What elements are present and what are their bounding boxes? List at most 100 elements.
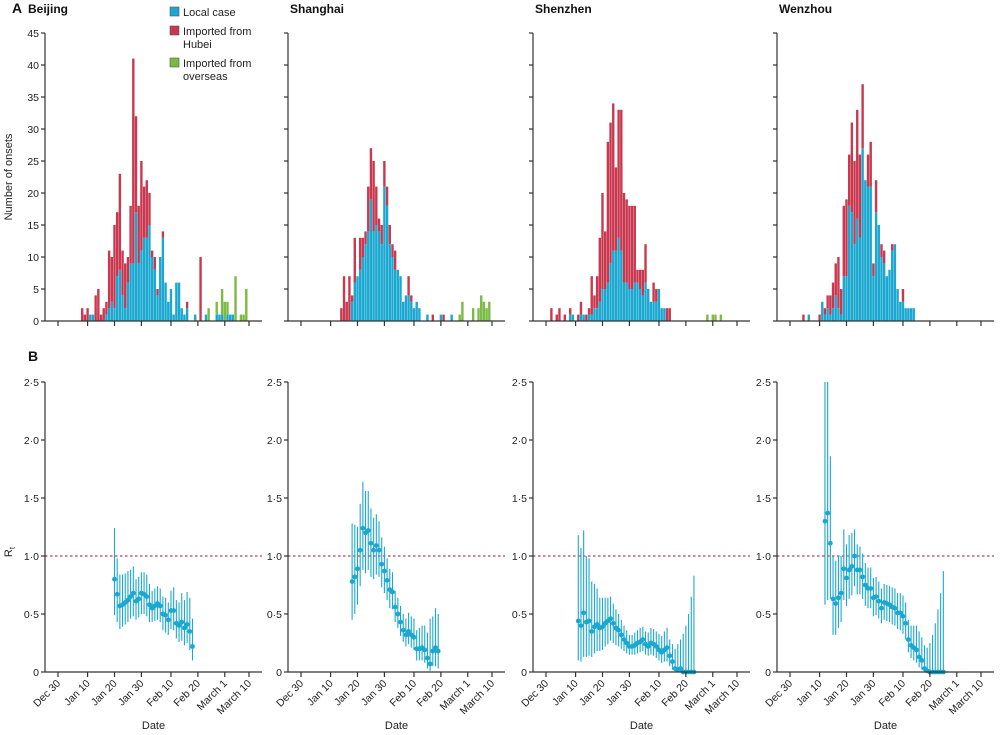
bar-local — [142, 237, 146, 321]
bar-local — [164, 282, 167, 321]
bar-hubei — [652, 282, 655, 302]
y-tick-label: 15 — [27, 220, 39, 232]
bar-hubei — [598, 237, 601, 302]
onsets-panel-shenzhen: Shenzhen — [529, 2, 750, 326]
bar-hubei — [150, 250, 154, 257]
bar-hubei — [364, 231, 367, 245]
bar-hubei — [901, 289, 905, 302]
bar-local — [909, 308, 913, 321]
bar-hubei — [569, 308, 572, 315]
y-tick-label: 40 — [27, 60, 39, 72]
rt-point — [371, 547, 377, 553]
bar-local — [880, 257, 883, 321]
rt-point — [581, 610, 587, 616]
bar-overseas — [226, 301, 229, 315]
bar-local — [587, 314, 591, 321]
rt-point — [836, 595, 841, 601]
bar-hubei — [110, 257, 113, 302]
bar-hubei — [385, 186, 389, 206]
bar-local — [617, 237, 620, 321]
bar-hubei — [558, 308, 561, 321]
bar-overseas — [223, 301, 226, 321]
y-tick-label: 2·5 — [512, 377, 527, 389]
rt-point — [349, 579, 355, 584]
rt-point — [589, 629, 595, 634]
bar-local — [231, 314, 235, 321]
rt-point — [368, 540, 374, 546]
bar-overseas — [207, 308, 210, 321]
bar-hubei — [410, 295, 413, 302]
y-tick-label: 1·0 — [756, 551, 771, 563]
bar-hubei — [818, 314, 821, 321]
bar-local — [858, 237, 862, 321]
rt-point — [876, 598, 882, 604]
bar-local — [907, 308, 910, 321]
y-tick-label: 1·5 — [512, 493, 527, 505]
bar-hubei — [393, 250, 397, 270]
bar-local — [89, 314, 92, 321]
x-tick-label: Dec 30 — [763, 678, 795, 710]
bar-hubei — [614, 167, 618, 251]
bar-local — [226, 314, 229, 321]
y-tick-label: 0·5 — [512, 609, 527, 621]
bar-hubei — [161, 231, 165, 238]
rt-point — [182, 625, 187, 631]
rt-point — [435, 648, 441, 654]
bar-hubei — [340, 308, 343, 321]
rt-point — [430, 648, 436, 654]
rt-point — [624, 640, 630, 646]
bar-hubei — [644, 244, 647, 283]
bar-hubei — [593, 295, 596, 309]
rt-point — [621, 637, 627, 642]
bar-hubei — [609, 122, 612, 264]
bar-local — [215, 314, 218, 321]
bar-local — [353, 282, 356, 321]
bar-hubei — [606, 141, 610, 283]
bar-local — [837, 308, 840, 321]
bar-hubei — [842, 205, 845, 277]
rt-point — [398, 619, 403, 625]
bar-hubei — [107, 250, 111, 309]
bar-overseas — [471, 308, 475, 321]
bar-local — [622, 282, 626, 321]
rt-point — [112, 576, 117, 582]
bar-hubei — [372, 161, 375, 232]
y-tick-label: 20 — [27, 188, 39, 200]
rt-point — [184, 622, 190, 627]
bar-local — [140, 250, 143, 321]
x-axis-label: Date — [385, 720, 408, 732]
onsets-panel-beijing: Beijing 0 5 10 15 20 25 30 35 40 45 — [27, 2, 262, 328]
bar-local — [113, 308, 116, 321]
y-tick-label: 35 — [27, 92, 39, 104]
bar-local — [872, 276, 875, 321]
y-tick-label: 2·0 — [267, 435, 282, 447]
rt-point — [822, 518, 828, 524]
bar-local — [193, 314, 197, 321]
x-tick-label: Feb 10 — [632, 678, 664, 710]
bar-local — [129, 263, 132, 321]
bar-hubei — [866, 154, 870, 187]
x-tick-label: Jan 20 — [821, 678, 852, 709]
bar-local — [361, 257, 365, 321]
bar-hubei — [83, 314, 87, 321]
bar-local — [628, 289, 631, 321]
legend: Local case Imported from Hubei Imported fro… — [169, 6, 251, 83]
bar-hubei — [585, 314, 588, 321]
rt-point — [360, 525, 366, 531]
bar-hubei — [555, 314, 558, 321]
bar-local — [415, 301, 418, 321]
bar-local — [842, 276, 845, 321]
bar-local — [393, 269, 397, 321]
legend-swatch-overseas — [169, 57, 180, 68]
y-tick-label: 45 — [27, 28, 39, 40]
bar-overseas — [477, 308, 480, 321]
bar-local — [132, 263, 135, 321]
bar-hubei — [617, 109, 620, 238]
bar-hubei — [823, 308, 827, 315]
rt-point — [390, 589, 395, 595]
x-axis-label: Date — [630, 720, 653, 732]
bar-local — [888, 269, 891, 321]
bar-overseas — [234, 276, 237, 321]
bar-overseas — [245, 289, 248, 321]
